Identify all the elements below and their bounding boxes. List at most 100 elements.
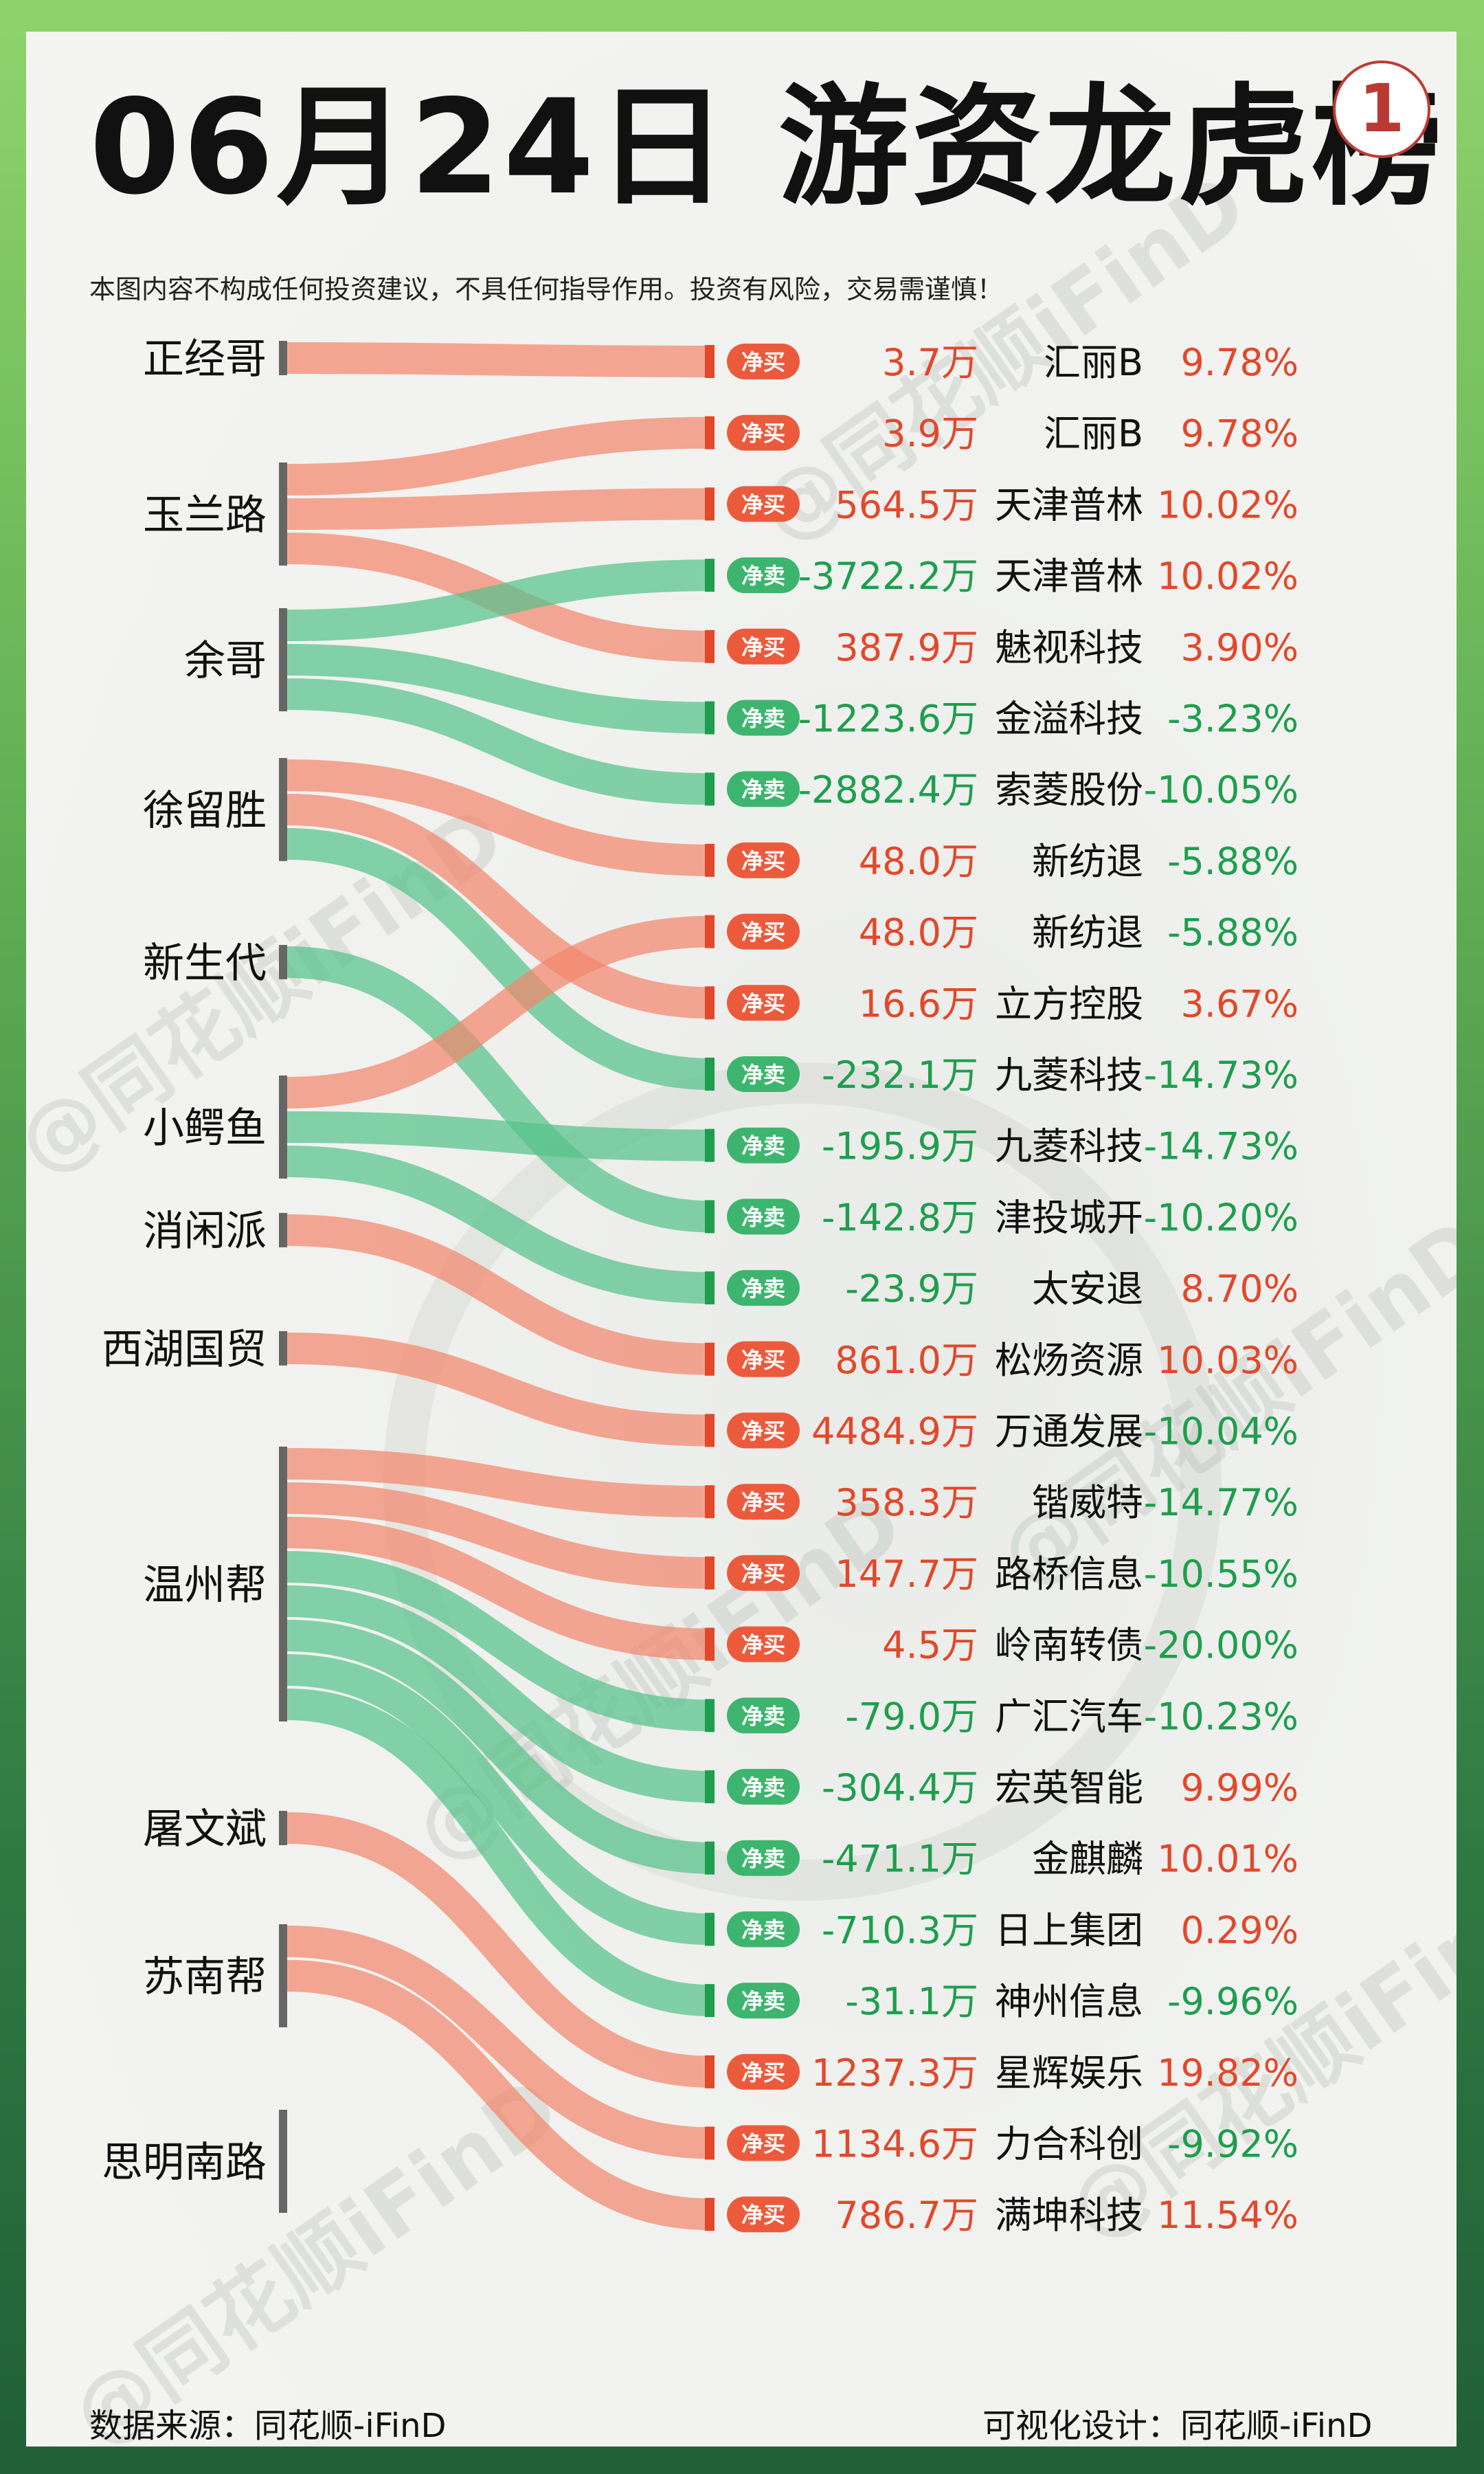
change-percent: 9.99% — [1180, 1766, 1298, 1809]
net-buy-badge — [727, 344, 800, 379]
action-label: 净卖 — [741, 1917, 785, 1943]
stock-name: 新纺退 — [1032, 911, 1143, 955]
net-buy-badge — [727, 1341, 800, 1377]
amount-value: 387.9万 — [835, 626, 978, 669]
trader-label: 徐留胜 — [143, 788, 267, 834]
flow-link — [286, 1620, 712, 1874]
row-end-bar — [705, 1770, 715, 1803]
trader-node-bar — [279, 758, 287, 861]
amount-value: 16.6万 — [859, 982, 978, 1025]
flow-link — [286, 559, 712, 641]
row-end-bar — [705, 1128, 715, 1162]
action-label: 净买 — [741, 2131, 785, 2157]
stock-name: 神州信息 — [995, 1980, 1143, 2023]
change-percent: 19.82% — [1157, 2051, 1298, 2095]
stock-row: 净卖 -31.1万 神州信息 -9.96% — [705, 1980, 1298, 2023]
amount-value: -31.1万 — [845, 1980, 978, 2023]
amount-value: 4.5万 — [882, 1624, 978, 1667]
flow-link — [286, 946, 712, 1233]
action-label: 净买 — [741, 990, 785, 1016]
amount-value: -304.4万 — [822, 1766, 978, 1809]
amount-value: 1237.3万 — [811, 2051, 978, 2095]
amount-value: -232.1万 — [822, 1054, 978, 1097]
stock-name: 津投城开 — [995, 1196, 1143, 1239]
net-buy-badge — [727, 1554, 800, 1591]
row-end-bar — [705, 416, 715, 449]
flow-link — [286, 1812, 712, 2088]
footer-design: 可视化设计：同花顺-iFinD — [982, 2407, 1373, 2445]
row-end-bar — [705, 772, 715, 806]
flow-link — [286, 759, 712, 876]
change-percent: 10.03% — [1157, 1339, 1298, 1382]
stock-name: 金麒麟 — [1032, 1838, 1143, 1881]
change-percent: -10.55% — [1144, 1552, 1298, 1596]
row-end-bar — [705, 1984, 715, 2018]
amount-value: -195.9万 — [822, 1125, 978, 1168]
net-sell-badge — [727, 771, 800, 807]
stock-row: 净卖 -1223.6万 金溢科技 -3.23% — [705, 698, 1298, 741]
amount-value: -710.3万 — [822, 1908, 978, 1952]
action-label: 净卖 — [741, 777, 785, 803]
stock-row: 净买 786.7万 满坤科技 11.54% — [705, 2194, 1298, 2237]
net-sell-badge — [727, 1056, 800, 1092]
trader-label: 苏南帮 — [143, 1954, 267, 2000]
change-percent: -14.73% — [1144, 1125, 1298, 1168]
net-buy-badge — [727, 1412, 800, 1449]
change-percent: -10.20% — [1144, 1196, 1298, 1239]
stock-name: 路桥信息 — [995, 1552, 1143, 1596]
row-end-bar — [705, 1414, 715, 1447]
stock-row: 净买 4.5万 岭南转债 -20.00% — [705, 1624, 1298, 1667]
stock-row: 净买 1134.6万 力合科创 -9.92% — [705, 2123, 1298, 2166]
net-buy-badge — [727, 913, 800, 950]
flow-link — [286, 1585, 712, 1803]
stock-row: 净买 564.5万 天津普林 10.02% — [705, 483, 1298, 526]
net-buy-badge — [727, 2125, 800, 2161]
net-sell-badge — [727, 1199, 800, 1235]
trader-node-bar — [279, 1811, 287, 1845]
action-label: 净卖 — [741, 563, 785, 589]
action-label: 净卖 — [741, 1133, 785, 1159]
stock-name: 新纺退 — [1032, 840, 1143, 883]
row-end-bar — [705, 629, 715, 663]
change-percent: 9.78% — [1180, 412, 1298, 456]
stock-name: 广汇汽车 — [995, 1695, 1143, 1738]
trader-label: 正经哥 — [143, 336, 267, 382]
flow-link — [286, 1551, 712, 1732]
flow-link — [286, 915, 712, 1108]
action-label: 净买 — [741, 491, 785, 517]
flow-link — [286, 1960, 712, 2231]
trader-label: 西湖国贸 — [102, 1326, 267, 1372]
row-end-bar — [705, 1841, 715, 1875]
flow-link — [286, 794, 712, 1019]
stock-row: 净买 48.0万 新纺退 -5.88% — [705, 840, 1298, 883]
stock-row: 净买 3.9万 汇丽B 9.78% — [705, 412, 1298, 456]
row-end-bar — [705, 915, 715, 948]
change-percent: 10.01% — [1157, 1838, 1298, 1881]
stock-row: 净卖 -471.1万 金麒麟 10.01% — [705, 1838, 1298, 1881]
stock-row: 净卖 -304.4万 宏英智能 9.99% — [705, 1766, 1298, 1809]
stock-name: 九菱科技 — [995, 1054, 1143, 1097]
stock-name: 天津普林 — [995, 483, 1143, 526]
amount-value: 4484.9万 — [811, 1410, 978, 1453]
amount-value: 3.9万 — [882, 412, 978, 456]
flow-link — [286, 828, 712, 1090]
row-end-bar — [705, 1699, 715, 1732]
flow-link — [286, 1482, 712, 1589]
net-sell-badge — [727, 700, 800, 736]
stock-row: 净买 147.7万 路桥信息 -10.55% — [705, 1552, 1298, 1596]
amount-value: -79.0万 — [845, 1695, 978, 1738]
action-label: 净买 — [741, 920, 785, 946]
action-label: 净买 — [741, 1418, 785, 1445]
change-percent: 0.29% — [1180, 1908, 1298, 1952]
amount-value: -142.8万 — [822, 1196, 978, 1239]
trader-label: 温州帮 — [143, 1562, 267, 1608]
trader-node-bar — [279, 1213, 287, 1247]
amount-value: 147.7万 — [835, 1552, 978, 1596]
flow-link — [286, 1517, 712, 1660]
row-end-bar — [705, 2055, 715, 2088]
flow-link — [286, 416, 712, 495]
trader-label: 消闲派 — [143, 1208, 267, 1254]
page-number-badge: 1 — [1333, 60, 1430, 158]
